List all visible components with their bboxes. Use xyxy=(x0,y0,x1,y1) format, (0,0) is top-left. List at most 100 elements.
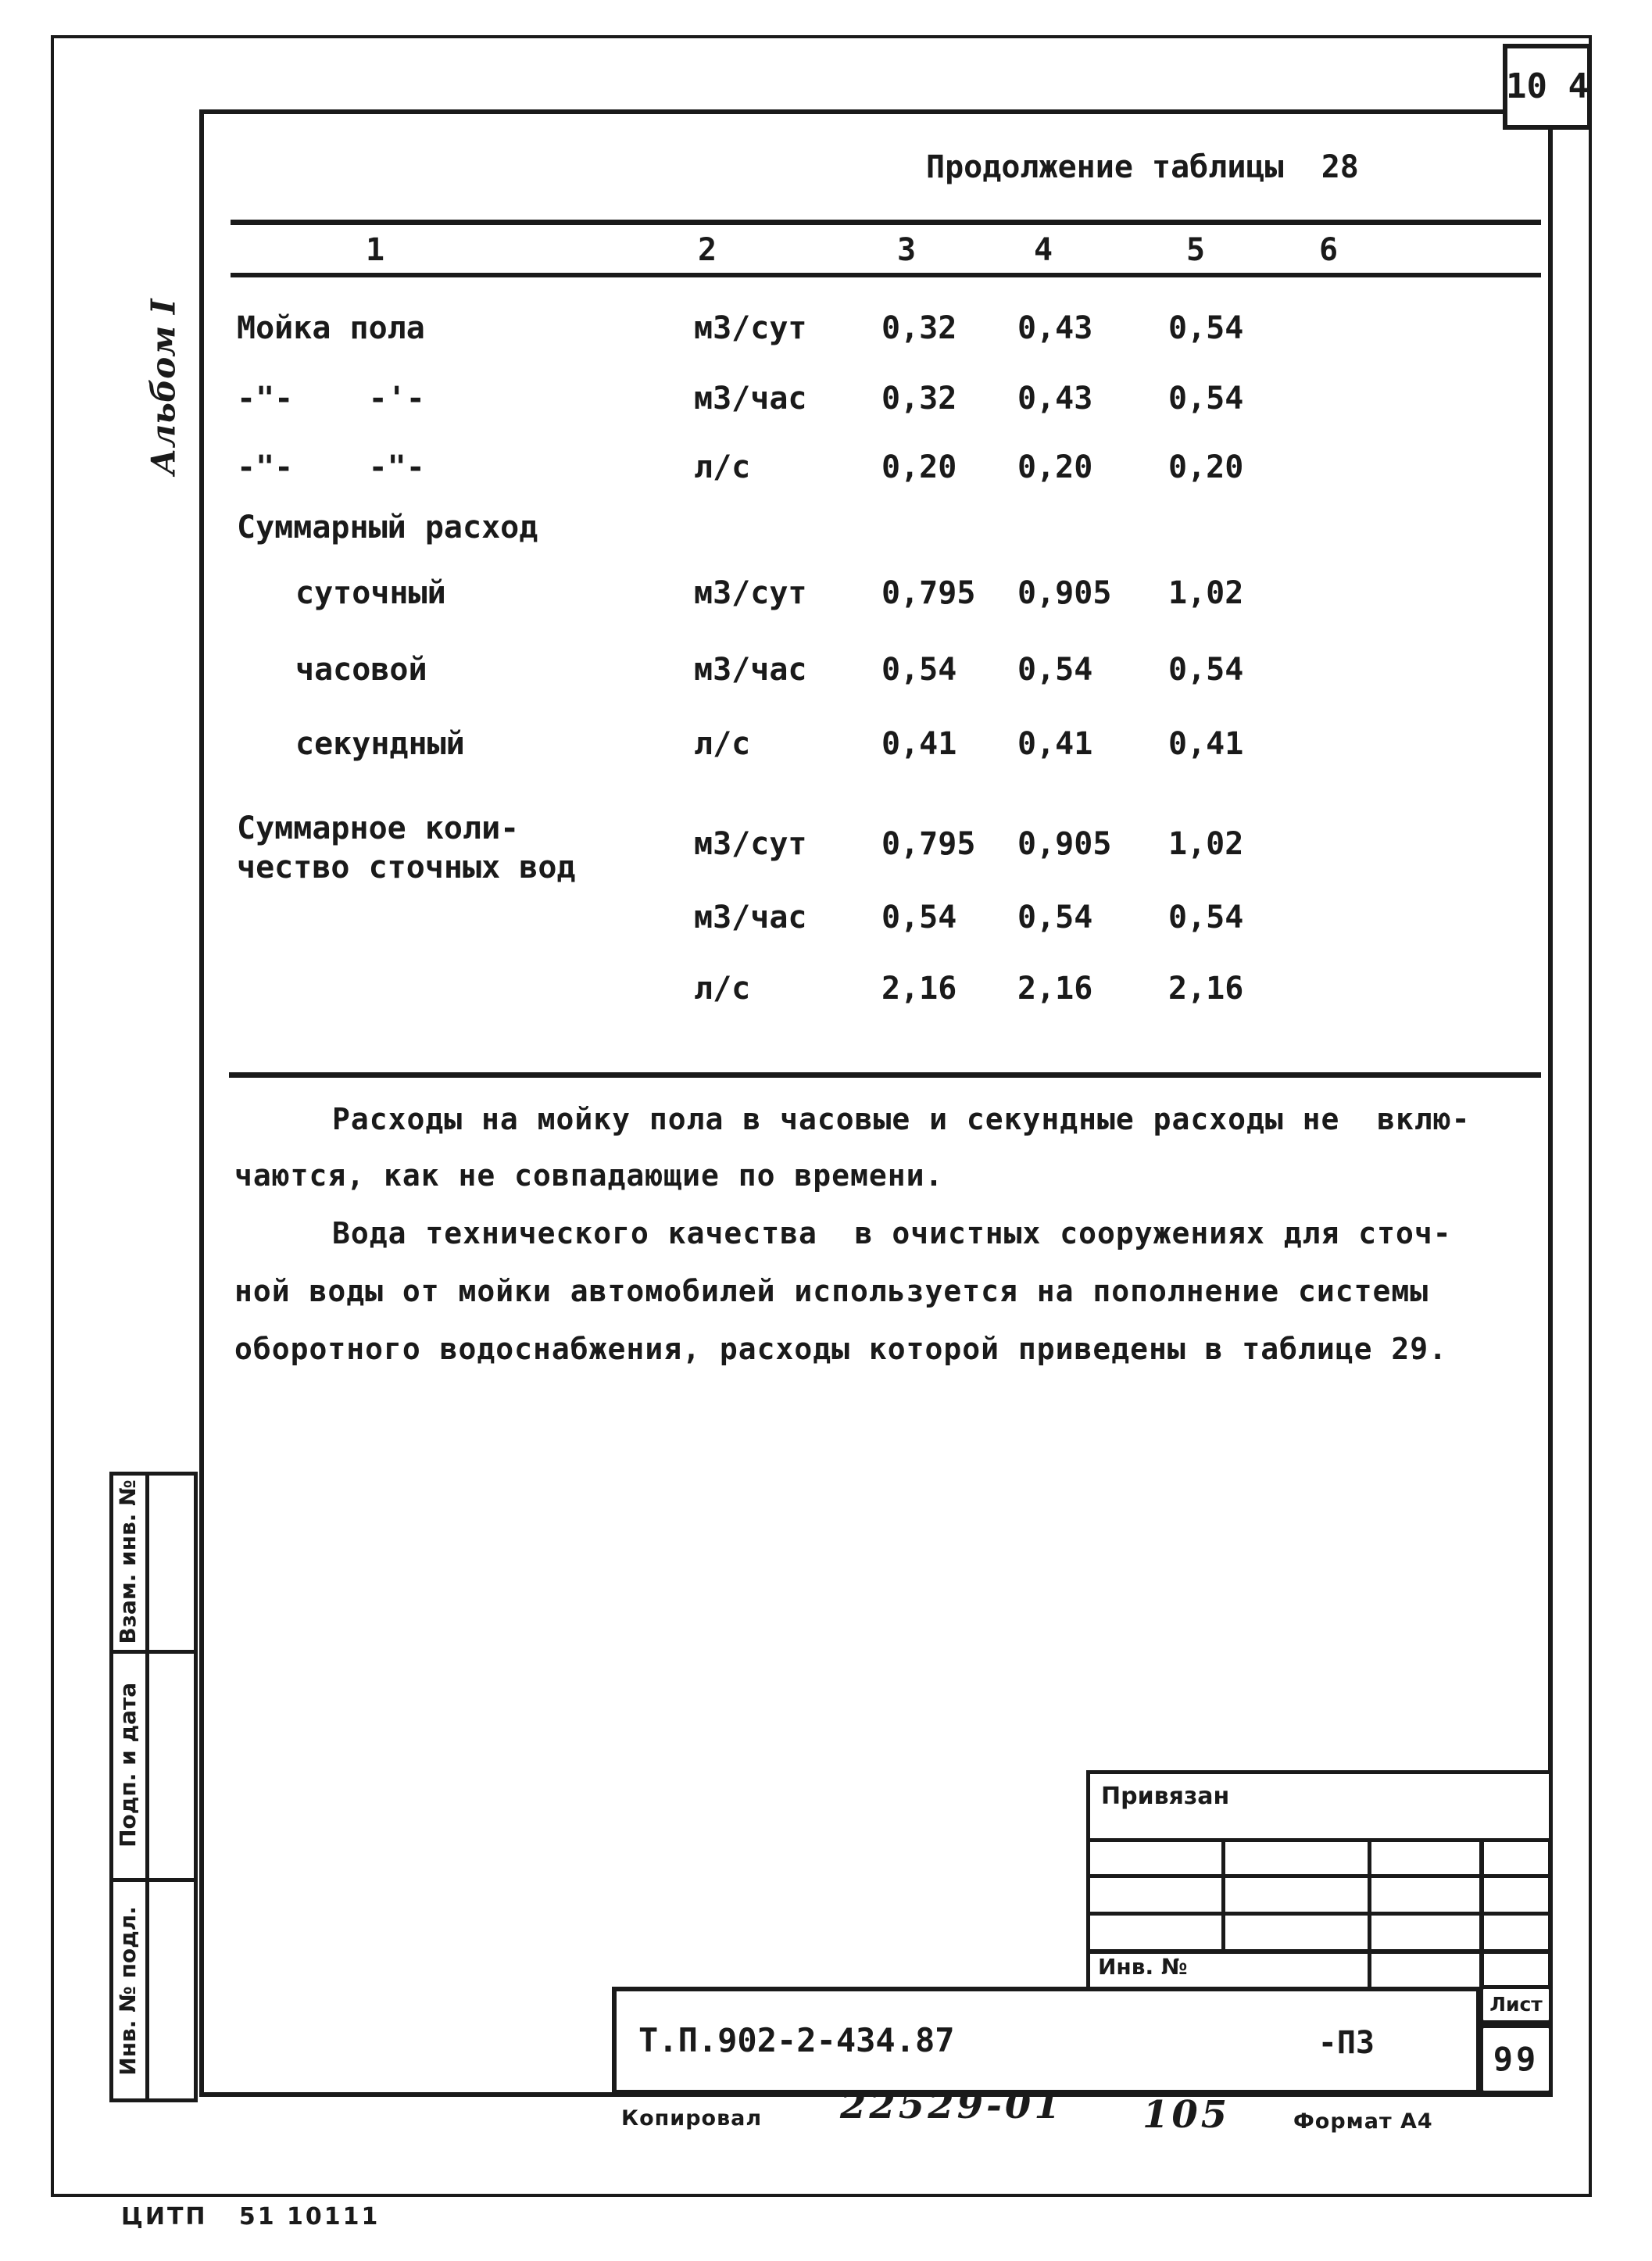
row-value: 0,54 xyxy=(1168,900,1244,936)
sidebar-row-divider xyxy=(109,1878,198,1882)
table-row: -"- -"- л/с 0,20 0,20 0,20 xyxy=(0,450,1652,489)
row-name: -"- -'- xyxy=(237,381,425,417)
table-rule-header xyxy=(231,273,1541,277)
row-value: 0,795 xyxy=(881,826,976,862)
row-unit: м3/час xyxy=(694,900,807,936)
sheet-label-box: Лист xyxy=(1479,1985,1553,2024)
column-header-3: 3 xyxy=(896,232,917,268)
column-header-5: 5 xyxy=(1185,232,1206,268)
row-value: 0,20 xyxy=(1017,449,1093,485)
row-name: Суммарный расход xyxy=(237,510,538,546)
binding-box: Привязан xyxy=(1086,1770,1553,1842)
note-line: чаются, как не совпадающие по времени. xyxy=(234,1158,944,1193)
row-name: -"- -"- xyxy=(237,449,425,485)
stamp-grid-line xyxy=(1086,1838,1090,1987)
row-value: 0,20 xyxy=(1168,449,1244,485)
printer-code: ЦИТП 51 10111 xyxy=(121,2203,381,2231)
row-value: 0,41 xyxy=(881,726,957,762)
row-value: 0,905 xyxy=(1017,826,1112,862)
column-header-4: 4 xyxy=(1033,232,1053,268)
row-value: 0,905 xyxy=(1017,575,1112,611)
sheet-number-box: 99 xyxy=(1479,2024,1553,2095)
row-value: 0,41 xyxy=(1168,726,1244,762)
table-caption: Продолжение таблицы 28 xyxy=(926,149,1359,185)
copy-code: 22529-01 xyxy=(840,2084,1064,2127)
sheet-label: Лист xyxy=(1489,1993,1543,2016)
table-row: часовой м3/час 0,54 0,54 0,54 xyxy=(0,653,1652,692)
sidebar-label-podp-data: Подп. и дата xyxy=(114,1682,141,1848)
sidebar-label-inv-podl: Инв. № подл. xyxy=(114,1905,141,2076)
sidebar-stamp-box xyxy=(109,1472,198,2102)
row-value: 0,54 xyxy=(881,900,957,936)
table-row: Мойка пола м3/сут 0,32 0,43 0,54 xyxy=(0,311,1652,350)
table-row: -"- -'- м3/час 0,32 0,43 0,54 xyxy=(0,381,1652,420)
row-value: 0,795 xyxy=(881,575,976,611)
row-value: 0,43 xyxy=(1017,381,1093,417)
row-name: суточный xyxy=(295,575,446,611)
row-unit: м3/сут xyxy=(694,826,807,862)
column-header-2: 2 xyxy=(697,232,717,268)
note-line: оборотного водоснабжения, расходы которо… xyxy=(234,1332,1448,1366)
row-value: 0,54 xyxy=(1017,652,1093,688)
table-rule-bottom xyxy=(229,1072,1541,1078)
document-code: Т.П.902-2-434.87 xyxy=(638,2021,955,2059)
page-number-box: 10 4 xyxy=(1503,44,1592,130)
inner-content-frame xyxy=(199,109,1553,2097)
row-unit: м3/час xyxy=(694,652,807,688)
copied-label: Копировал xyxy=(621,2106,763,2130)
row-value: 2,16 xyxy=(1168,971,1244,1007)
sidebar-row-divider xyxy=(109,1650,198,1654)
stamp-grid-line xyxy=(1221,1838,1225,1954)
row-value: 0,54 xyxy=(1017,900,1093,936)
document-suffix: -ПЗ xyxy=(1318,2025,1375,2061)
row-value: 2,16 xyxy=(1017,971,1093,1007)
table-row: секундный л/с 0,41 0,41 0,41 xyxy=(0,727,1652,766)
page-number: 10 4 xyxy=(1506,66,1589,106)
note-line: Вода технического качества в очистных со… xyxy=(332,1216,1452,1250)
row-value: 0,54 xyxy=(1168,381,1244,417)
row-name-line1: Суммарное коли- xyxy=(237,810,520,846)
table-row: суточный м3/сут 0,795 0,905 1,02 xyxy=(0,576,1652,615)
stamp-grid-line xyxy=(1479,1838,1484,2095)
document-code-box: Т.П.902-2-434.87 -ПЗ xyxy=(612,1987,1481,2095)
row-name: Мойка пола xyxy=(237,310,425,346)
row-value: 0,20 xyxy=(881,449,957,485)
row-unit: м3/сут xyxy=(694,575,807,611)
row-unit: л/с xyxy=(694,726,751,762)
sidebar-column-divider xyxy=(145,1472,149,2102)
row-name: секундный xyxy=(295,726,465,762)
row-name-line2: чество сточных вод xyxy=(237,850,576,885)
row-value: 2,16 xyxy=(881,971,957,1007)
row-value: 0,54 xyxy=(1168,310,1244,346)
outer-border-frame xyxy=(51,35,1592,2197)
sheet-number: 99 xyxy=(1493,2039,1539,2078)
row-value: 0,54 xyxy=(881,652,957,688)
row-value: 0,43 xyxy=(1017,310,1093,346)
row-unit: м3/сут xyxy=(694,310,807,346)
stamp-grid-line xyxy=(1086,1874,1553,1878)
row-unit: м3/час xyxy=(694,381,807,417)
row-unit: л/с xyxy=(694,449,751,485)
note-line: Расходы на мойку пола в часовые и секунд… xyxy=(332,1102,1471,1136)
row-value: 1,02 xyxy=(1168,575,1244,611)
format-label: Формат А4 xyxy=(1293,2109,1433,2134)
table-rule-top xyxy=(231,220,1541,225)
row-value: 0,54 xyxy=(1168,652,1244,688)
stamp-grid-line xyxy=(1368,1838,1371,1987)
row-value: 0,32 xyxy=(881,381,957,417)
column-header-1: 1 xyxy=(365,232,385,268)
table-row: м3/сут 0,795 0,905 1,02 xyxy=(0,827,1652,866)
row-value: 1,02 xyxy=(1168,826,1244,862)
handwritten-page-number: 105 xyxy=(1142,2093,1231,2137)
binding-label: Привязан xyxy=(1101,1783,1230,1810)
table-row: м3/час 0,54 0,54 0,54 xyxy=(0,900,1652,939)
table-column-headers: 1 2 3 4 5 6 xyxy=(0,233,1652,272)
sidebar-label-vzam-inv: Взам. инв. № xyxy=(114,1479,141,1644)
table-row: Суммарный расход xyxy=(0,510,1652,549)
stamp-grid-line xyxy=(1086,1912,1553,1916)
row-unit: л/с xyxy=(694,971,751,1007)
row-name: часовой xyxy=(295,652,427,688)
stamp-grid-line xyxy=(1086,1949,1553,1954)
column-header-6: 6 xyxy=(1318,232,1339,268)
